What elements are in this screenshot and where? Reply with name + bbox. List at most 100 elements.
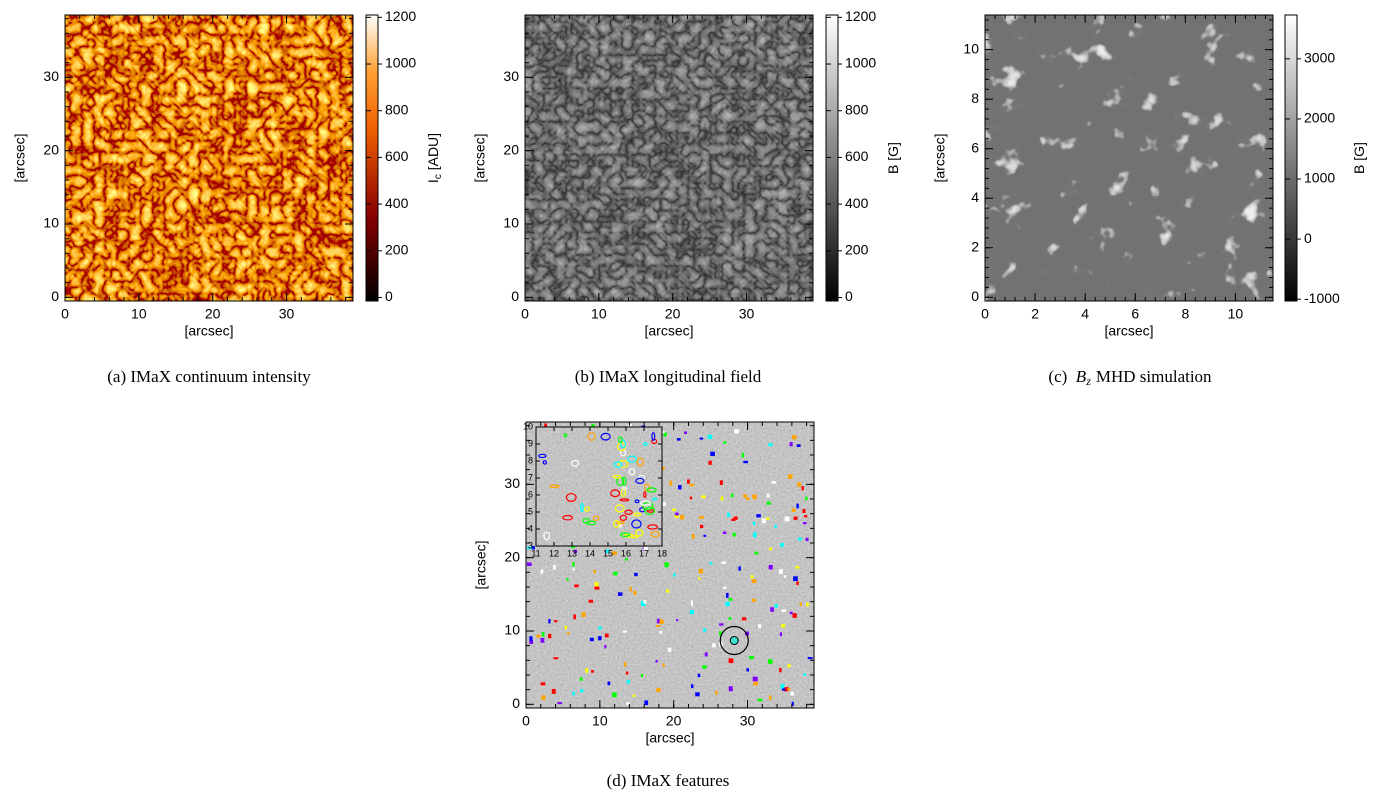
inset-feature bbox=[542, 460, 547, 465]
feature-dot bbox=[566, 578, 569, 581]
plot-frame bbox=[524, 14, 814, 302]
feature-dot bbox=[669, 480, 673, 486]
x-tick-label: 6 bbox=[1131, 306, 1139, 322]
feature-dot bbox=[715, 690, 718, 695]
feature-dot bbox=[643, 599, 647, 604]
feature-dot bbox=[704, 652, 708, 657]
marker-ring bbox=[719, 625, 749, 656]
feature-dot bbox=[702, 665, 707, 669]
y-tick-label: 2 bbox=[971, 238, 979, 254]
inset-feature bbox=[627, 455, 638, 463]
feature-dot bbox=[618, 592, 623, 596]
x-tick-label: 20 bbox=[666, 713, 682, 729]
feature-dot bbox=[612, 692, 617, 698]
colorbar-tick-label: 400 bbox=[845, 195, 869, 211]
feature-dot bbox=[598, 626, 602, 630]
y-tick-label: 3 bbox=[528, 540, 533, 550]
inset-feature bbox=[643, 491, 647, 498]
feature-dot bbox=[541, 695, 546, 700]
inset-feature bbox=[647, 524, 659, 530]
y-tick-label: 30 bbox=[504, 475, 520, 491]
caption-label: (c) bbox=[1048, 367, 1067, 386]
inset-feature bbox=[619, 514, 628, 521]
feature-dot bbox=[781, 609, 787, 613]
feature-dot bbox=[689, 496, 693, 500]
feature-dot bbox=[804, 515, 808, 518]
inset-feature bbox=[610, 489, 621, 498]
x-tick-label: 30 bbox=[279, 306, 295, 322]
feature-dot bbox=[680, 514, 685, 520]
inset-feature bbox=[650, 530, 660, 538]
inset-feature bbox=[619, 498, 630, 502]
inset-feature bbox=[592, 515, 600, 521]
feature-dot bbox=[684, 431, 688, 434]
feature-dot bbox=[659, 619, 664, 624]
feature-dot bbox=[766, 501, 771, 505]
colorbar-tick-label: 0 bbox=[845, 288, 853, 304]
colorbar-tick-label: 1200 bbox=[845, 8, 876, 24]
colorbar-tick-label: 400 bbox=[385, 195, 409, 211]
x-tick-label: 16 bbox=[621, 548, 631, 558]
feature-dot bbox=[580, 689, 584, 693]
inset-feature bbox=[622, 476, 627, 486]
y-tick-label: 9 bbox=[528, 438, 533, 448]
feature-dot bbox=[548, 633, 552, 639]
colorbar-label-rest: [ADU] bbox=[425, 133, 441, 174]
inset-feature bbox=[614, 504, 625, 513]
feature-dot bbox=[757, 698, 763, 702]
feature-dot bbox=[673, 573, 676, 577]
feature-dot bbox=[780, 684, 785, 689]
y-tick-label: 4 bbox=[528, 523, 533, 533]
feature-dot bbox=[544, 423, 547, 428]
feature-dot bbox=[613, 571, 618, 576]
feature-dot bbox=[572, 691, 575, 696]
feature-dot bbox=[662, 663, 665, 667]
feature-dot bbox=[678, 485, 682, 490]
feature-dot bbox=[554, 620, 558, 623]
feature-dot bbox=[778, 569, 783, 574]
feature-dot bbox=[604, 633, 609, 638]
colorbar bbox=[1284, 14, 1298, 302]
feature-dot bbox=[752, 521, 756, 525]
y-tick-label: 0 bbox=[512, 695, 520, 711]
y-axis-label: [arcsec] bbox=[472, 133, 488, 182]
image bbox=[985, 15, 1273, 301]
x-tick-label: 30 bbox=[740, 713, 756, 729]
x-tick-label: 17 bbox=[639, 548, 649, 558]
colorbar-tick-label: 1000 bbox=[385, 55, 416, 71]
inset-feature bbox=[580, 502, 584, 512]
feature-dot bbox=[807, 657, 813, 660]
inset-feature bbox=[613, 520, 620, 528]
colorbar-label-base: I bbox=[425, 179, 441, 183]
feature-dot bbox=[612, 551, 617, 556]
feature-dot bbox=[625, 558, 628, 561]
feature-dot bbox=[605, 549, 610, 554]
feature-dot bbox=[780, 542, 784, 547]
feature-dot bbox=[752, 532, 757, 538]
feature-dot bbox=[783, 575, 787, 578]
feature-dot bbox=[588, 599, 594, 603]
feature-dot bbox=[791, 508, 796, 512]
feature-dot bbox=[707, 434, 713, 440]
feature-dot bbox=[700, 495, 706, 499]
feature-dot bbox=[801, 486, 804, 491]
feature-dot bbox=[720, 496, 724, 501]
feature-dot bbox=[796, 444, 801, 447]
inset-feature bbox=[549, 484, 560, 489]
feature-dot bbox=[781, 624, 785, 628]
feature-dot bbox=[540, 682, 546, 686]
feature-dot bbox=[791, 435, 797, 440]
feature-dot bbox=[656, 618, 661, 624]
feature-dot bbox=[774, 604, 778, 608]
feature-dot bbox=[743, 460, 749, 464]
image bbox=[525, 15, 813, 301]
feature-dot bbox=[698, 568, 703, 574]
feature-dot bbox=[761, 518, 766, 524]
x-tick-label: 0 bbox=[522, 713, 530, 729]
feature-dot bbox=[770, 607, 774, 612]
feature-dot bbox=[540, 569, 544, 574]
colorbar-tick-label: 2000 bbox=[1304, 110, 1335, 126]
feature-dot bbox=[604, 644, 607, 649]
feature-dot bbox=[790, 691, 794, 696]
